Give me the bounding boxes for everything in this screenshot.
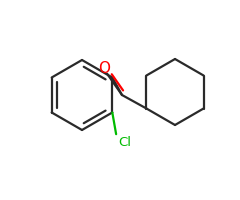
Text: O: O [98, 61, 110, 76]
Text: Cl: Cl [118, 136, 131, 149]
